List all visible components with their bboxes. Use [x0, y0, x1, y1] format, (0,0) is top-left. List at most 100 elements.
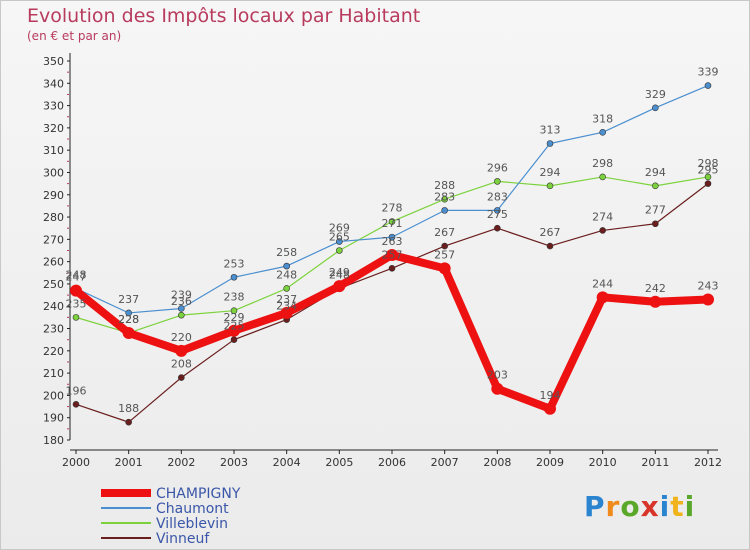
y-tick-label: 260	[43, 256, 64, 269]
data-label-champigny: 203	[487, 369, 508, 382]
y-tick-label: 320	[43, 122, 64, 135]
data-point-vinneuf	[388, 265, 396, 272]
data-point-champigny	[333, 280, 346, 293]
data-label-vinneuf: 208	[171, 358, 192, 371]
legend-label-champigny: CHAMPIGNY	[156, 486, 241, 502]
data-label-chaumont: 271	[382, 217, 403, 230]
data-label-villeblevin: 278	[382, 202, 403, 215]
data-label-villeblevin: 228	[118, 313, 139, 326]
data-label-vinneuf: 277	[645, 204, 666, 217]
legend-label-chaumont: Chaumont	[156, 501, 229, 517]
data-label-chaumont: 248	[66, 268, 87, 281]
data-label-vinneuf: 267	[434, 226, 455, 239]
data-label-villeblevin: 236	[171, 295, 192, 308]
y-tick-label: 340	[43, 77, 64, 90]
data-point-villeblevin	[230, 307, 238, 314]
data-point-champigny	[596, 291, 609, 304]
y-tick-label: 310	[43, 144, 64, 157]
x-tick-label: 2011	[641, 456, 669, 469]
data-point-champigny	[649, 295, 662, 308]
data-point-chaumont	[178, 305, 185, 312]
x-tick-label: 2006	[378, 456, 406, 469]
data-label-champigny: 220	[171, 331, 192, 344]
x-tick-label: 2005	[325, 456, 353, 469]
data-point-chaumont	[388, 233, 396, 241]
data-point-vinneuf	[441, 242, 448, 250]
data-point-champigny	[386, 248, 398, 261]
data-label-champigny: 237	[276, 293, 297, 306]
x-tick-label: 2009	[536, 456, 564, 469]
y-tick-label: 290	[43, 189, 64, 202]
y-tick-label: 270	[43, 233, 64, 246]
data-label-champigny: 242	[645, 282, 666, 295]
legend-label-vinneuf: Vinneuf	[156, 531, 210, 547]
y-tick-label: 230	[43, 323, 64, 336]
legend-label-villeblevin: Villeblevin	[156, 516, 228, 532]
data-label-champigny: 249	[329, 266, 350, 279]
data-point-villeblevin	[704, 173, 712, 181]
data-point-champigny	[70, 284, 82, 297]
y-tick-label: 180	[43, 434, 64, 447]
data-point-villeblevin	[599, 173, 606, 181]
data-point-chaumont	[599, 129, 606, 136]
y-tick-label: 300	[43, 166, 64, 179]
data-point-villeblevin	[441, 195, 448, 203]
x-tick-label: 2002	[167, 456, 195, 469]
data-point-champigny	[228, 324, 240, 337]
data-label-vinneuf: 188	[118, 402, 139, 415]
x-tick-label: 2008	[483, 456, 511, 469]
data-point-vinneuf	[704, 180, 712, 187]
data-label-vinneuf: 248	[329, 268, 350, 281]
data-point-chaumont	[230, 273, 238, 281]
data-point-chaumont	[704, 82, 712, 89]
series-line-chaumont	[75, 84, 709, 314]
chart-subtitle: (en € et par an)	[27, 29, 122, 43]
data-point-villeblevin	[72, 314, 80, 321]
data-point-champigny	[280, 306, 293, 319]
data-label-chaumont: 339	[698, 66, 719, 79]
data-point-champigny	[544, 402, 556, 415]
data-label-champigny: 243	[698, 280, 719, 293]
data-label-vinneuf: 196	[66, 384, 87, 397]
data-point-chaumont	[283, 262, 290, 270]
data-point-villeblevin	[652, 182, 659, 190]
data-label-chaumont: 283	[487, 190, 508, 203]
data-label-vinneuf: 234	[276, 300, 297, 313]
data-label-villeblevin: 298	[592, 157, 613, 170]
chart-axes: 180 190 200 210 220 230 240 250 260 270 280 290 300 3…	[43, 53, 722, 469]
y-tick-label: 190	[43, 412, 64, 425]
data-label-champigny: 228	[118, 313, 139, 326]
proxiti-logo: Proxiti	[584, 490, 696, 523]
data-point-vinneuf	[546, 242, 554, 250]
data-label-champigny: 247	[66, 271, 87, 284]
data-point-champigny	[175, 344, 188, 357]
data-label-villeblevin: 235	[66, 297, 87, 310]
data-point-vinneuf	[230, 336, 238, 343]
y-tick-label: 250	[43, 278, 64, 291]
data-point-vinneuf	[125, 418, 132, 426]
data-label-villeblevin: 294	[645, 166, 666, 179]
data-label-vinneuf: 295	[698, 164, 719, 177]
data-label-champigny: 257	[434, 248, 455, 261]
y-tick-label: 240	[43, 300, 64, 313]
data-point-villeblevin	[494, 178, 501, 185]
data-label-vinneuf: 267	[540, 226, 561, 239]
data-point-chaumont	[125, 309, 132, 317]
data-point-villeblevin	[546, 182, 554, 190]
x-tick-label: 2010	[589, 456, 617, 469]
data-label-villeblevin: 265	[329, 231, 350, 244]
data-point-vinneuf	[494, 224, 501, 232]
data-point-villeblevin	[178, 311, 185, 319]
data-point-chaumont	[441, 207, 448, 214]
data-label-vinneuf: 257	[382, 248, 403, 261]
data-point-villeblevin	[336, 247, 343, 254]
data-point-chaumont	[336, 238, 343, 245]
data-label-villeblevin: 248	[276, 268, 297, 281]
data-labels: 1961882082252342482572672752672742772952…	[66, 66, 719, 416]
data-label-champigny: 229	[224, 311, 245, 324]
data-point-villeblevin	[283, 285, 290, 292]
data-point-chaumont	[652, 104, 659, 112]
y-tick-label: 200	[43, 389, 64, 402]
